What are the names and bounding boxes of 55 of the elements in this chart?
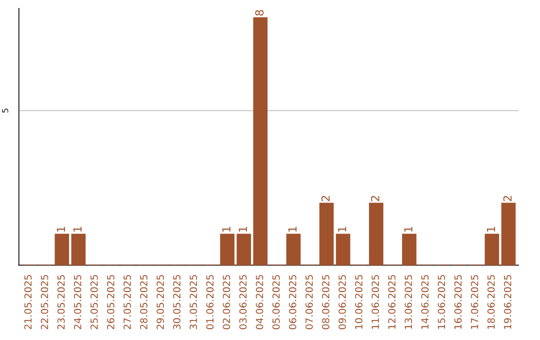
bar xyxy=(286,234,301,266)
x-tick-label: 22.05.2025 xyxy=(40,275,48,330)
bar xyxy=(54,234,70,266)
data-label: 1 xyxy=(222,226,230,232)
data-label: 1 xyxy=(338,226,346,232)
bar xyxy=(402,234,416,266)
x-tick-label: 25.05.2025 xyxy=(90,275,98,330)
x-tick-label: 10.06.2025 xyxy=(355,275,362,329)
x-tick-label: 19.06.2025 xyxy=(504,275,512,329)
x-tick-label: 13.06.2025 xyxy=(404,275,412,329)
x-tick-label: 28.05.2025 xyxy=(140,275,148,330)
x-tick-label: 31.05.2025 xyxy=(190,275,198,330)
data-label: 1 xyxy=(73,226,82,232)
x-tick-label: 12.06.2025 xyxy=(388,275,396,329)
x-tick-label: 03.06.2025 xyxy=(239,275,247,330)
bar xyxy=(336,234,350,266)
x-tick-label: 21.05.2025 xyxy=(24,275,32,330)
bar xyxy=(368,202,384,266)
x-tick-label: 27.05.2025 xyxy=(124,275,131,330)
data-label: 1 xyxy=(238,226,247,232)
x-tick-label: 26.05.2025 xyxy=(106,275,114,330)
bar xyxy=(71,234,86,266)
x-tick-label: 02.06.2025 xyxy=(222,275,230,330)
x-tick-label: 09.06.2025 xyxy=(338,275,346,330)
x-tick-label: 08.06.2025 xyxy=(322,275,330,330)
bar xyxy=(253,17,268,266)
x-tick-label: 17.06.2025 xyxy=(470,275,478,329)
data-label: 1 xyxy=(404,226,412,232)
x-tick-label: 24.05.2025 xyxy=(74,275,82,330)
bar xyxy=(319,202,334,266)
data-label: 2 xyxy=(321,196,330,202)
x-tick-label: 29.05.2025 xyxy=(156,275,164,330)
bar xyxy=(501,202,516,266)
data-label: 2 xyxy=(370,196,380,202)
x-tick-label: 18.06.2025 xyxy=(487,275,495,329)
data-label: 8 xyxy=(255,10,264,16)
x-tick-label: 14.06.2025 xyxy=(421,275,429,329)
x-tick-label: 15.06.2025 xyxy=(438,275,446,329)
x-tick-label: 23.05.2025 xyxy=(57,275,65,330)
x-tick-label: 01.06.2025 xyxy=(206,275,214,330)
data-label: 2 xyxy=(503,196,512,202)
bar xyxy=(220,234,234,266)
x-tick-label: 05.06.2025 xyxy=(272,275,280,330)
x-tick-label: 16.06.2025 xyxy=(454,275,462,329)
data-label: 1 xyxy=(288,226,297,232)
bar xyxy=(484,234,500,266)
data-label: 1 xyxy=(486,226,495,232)
x-tick-label: 30.05.2025 xyxy=(173,275,180,330)
bar xyxy=(236,234,252,266)
x-tick-label: 11.06.2025 xyxy=(372,275,379,329)
y-tick-label: 5 xyxy=(2,108,8,113)
x-tick-label: 07.06.2025 xyxy=(305,275,313,330)
data-label: 1 xyxy=(56,226,65,232)
x-tick-label: 06.06.2025 xyxy=(288,275,296,330)
x-tick-label: 04.06.2025 xyxy=(256,275,264,330)
